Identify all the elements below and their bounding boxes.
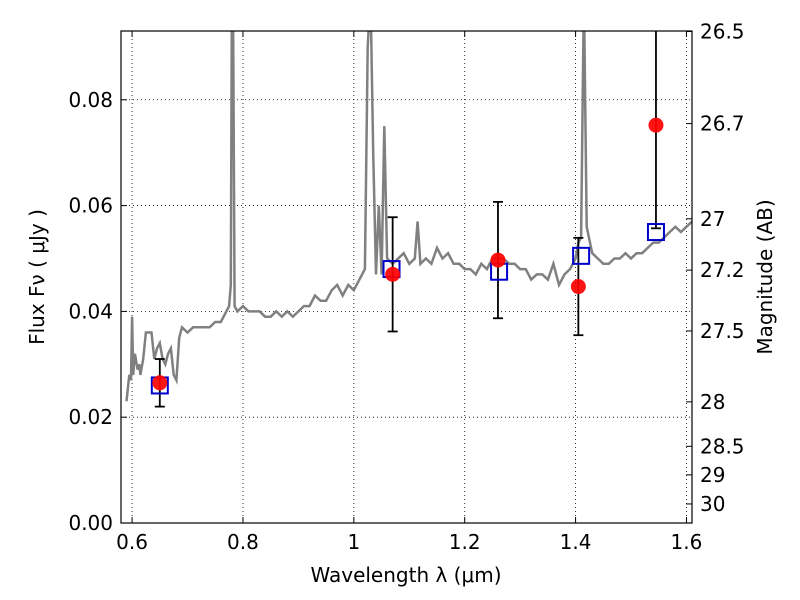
x-tick-label: 1.2 xyxy=(449,530,481,554)
magnitude-axis-label: Magnitude (AB) xyxy=(753,199,777,354)
magnitude-tick-label: 29 xyxy=(700,463,725,487)
observed-point-marker xyxy=(490,252,506,268)
magnitude-axis-ticks: 26.5 26.7 27 27.2 27.5 28 28.5 29 30 xyxy=(686,20,745,516)
observed-photometry-markers xyxy=(152,117,664,391)
x-tick-label: 0.8 xyxy=(227,530,259,554)
y-tick-label: 0.06 xyxy=(68,194,113,218)
x-axis-label: Wavelength λ (μm) xyxy=(310,563,501,587)
observed-point-marker xyxy=(152,375,168,391)
magnitude-tick-label: 30 xyxy=(700,492,725,516)
model-spectrum-line xyxy=(125,31,692,402)
observed-point-marker xyxy=(648,117,664,133)
observed-point-marker xyxy=(570,279,586,295)
magnitude-tick-label: 27 xyxy=(700,207,725,231)
y-tick-label: 0.02 xyxy=(68,405,113,429)
magnitude-tick-label: 26.7 xyxy=(700,112,745,136)
magnitude-tick-label: 28 xyxy=(700,390,725,414)
y-tick-label: 0.08 xyxy=(68,88,113,112)
magnitude-tick-label: 27.2 xyxy=(700,258,745,282)
model-point-marker xyxy=(572,246,591,265)
y-tick-label: 0.00 xyxy=(68,511,113,535)
y-axis-label: Flux Fν ( μJy ) xyxy=(25,209,49,345)
magnitude-tick-label: 28.5 xyxy=(700,434,745,458)
x-tick-label: 1.4 xyxy=(560,530,592,554)
magnitude-tick-label: 26.5 xyxy=(700,20,745,44)
y-tick-label: 0.04 xyxy=(68,299,113,323)
x-tick-label: 1.6 xyxy=(671,530,703,554)
x-tick-label: 1 xyxy=(347,530,360,554)
grid-lines xyxy=(121,31,692,524)
plot-frame xyxy=(120,30,693,524)
x-tick-label: 0.6 xyxy=(116,530,148,554)
y-axis-ticks: 0.00 0.02 0.04 0.06 0.08 xyxy=(68,88,127,535)
magnitude-tick-label: 27.5 xyxy=(700,319,745,343)
model-point-marker xyxy=(646,223,665,242)
observed-point-marker xyxy=(385,266,401,282)
x-axis-ticks: 0.6 0.8 1 1.2 1.4 1.6 xyxy=(116,31,702,554)
